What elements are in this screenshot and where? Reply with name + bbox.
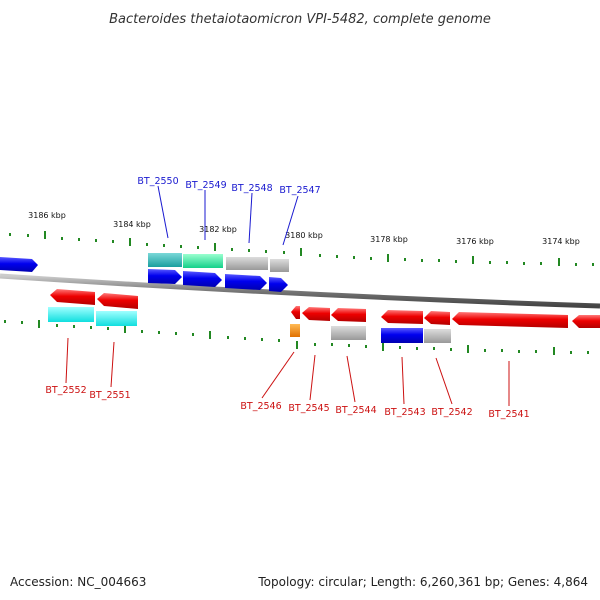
gene-arrow-forward-offscreen[interactable] [0,257,38,272]
gene-label-bt2548[interactable]: BT_2548 [231,183,272,194]
map-title: Bacteroides thetaiotaomicron VPI-5482, c… [109,12,491,27]
genome-backbone [0,273,600,309]
gene-label-bt2544[interactable]: BT_2544 [335,405,376,416]
gene-label-bt2543[interactable]: BT_2543 [384,407,425,418]
cog-box-bt2550[interactable] [148,253,182,267]
forward-genes [0,257,288,292]
gene-arrow-bt2545[interactable] [302,307,330,321]
scale-label-3186: 3186 kbp [28,211,66,220]
gene-label-bt2551[interactable]: BT_2551 [89,390,130,401]
scale-label-3176: 3176 kbp [456,237,494,246]
gene-arrow-bt2551[interactable] [97,293,138,309]
lower-tick-row [4,320,589,355]
genome-summary-text: Topology: circular; Length: 6,260,361 bp… [258,575,588,589]
gene-arrow-bt2546[interactable] [291,306,300,319]
upper-tick-row [9,231,594,266]
scale-label-3174: 3174 kbp [542,237,580,246]
reverse-genes [50,289,600,328]
gene-label-bt2550[interactable]: BT_2550 [137,176,178,187]
gene-arrow-bt2544[interactable] [331,308,366,322]
gene-label-bt2542[interactable]: BT_2542 [431,407,472,418]
cog-box-bt2544[interactable] [331,326,366,340]
reverse-cog-band [48,307,451,343]
accession-text: Accession: NC_004663 [10,575,147,589]
cog-box-bt2549[interactable] [183,254,223,268]
leader-lines [65,185,510,406]
gene-arrow-bt2543[interactable] [381,310,423,324]
scale-label-3178: 3178 kbp [370,235,408,244]
cog-box-bt2552[interactable] [48,307,94,322]
gene-label-bt2545[interactable]: BT_2545 [288,403,329,414]
gene-arrow-bt2549[interactable] [183,271,222,287]
gene-arrow-bt2550[interactable] [148,269,182,284]
gene-arrow-bt2547[interactable] [269,277,288,292]
gene-arrow-reverse-offscreen[interactable] [572,315,600,328]
gene-label-bt2546[interactable]: BT_2546 [240,401,281,412]
gene-arrow-bt2552[interactable] [50,289,95,305]
gene-label-bt2541[interactable]: BT_2541 [488,409,529,420]
cog-box-bt2547[interactable] [270,259,289,272]
gene-label-bt2549[interactable]: BT_2549 [185,180,226,191]
gene-arrow-bt2541[interactable] [452,312,568,328]
forward-cog-band [148,253,289,272]
cog-box-bt2543[interactable] [381,328,423,343]
cog-box-bt2551[interactable] [96,311,137,326]
gene-label-bt2552[interactable]: BT_2552 [45,385,86,396]
cog-box-bt2548[interactable] [226,257,268,270]
cog-box-bt2542[interactable] [424,329,451,343]
scale-label-3180: 3180 kbp [285,231,323,240]
cog-box-bt2546[interactable] [290,324,300,337]
scale-label-3184: 3184 kbp [113,220,151,229]
scale-label-3182: 3182 kbp [199,225,237,234]
gene-arrow-bt2542[interactable] [424,311,450,325]
gene-label-bt2547[interactable]: BT_2547 [279,185,320,196]
gene-arrow-bt2548[interactable] [225,274,267,290]
